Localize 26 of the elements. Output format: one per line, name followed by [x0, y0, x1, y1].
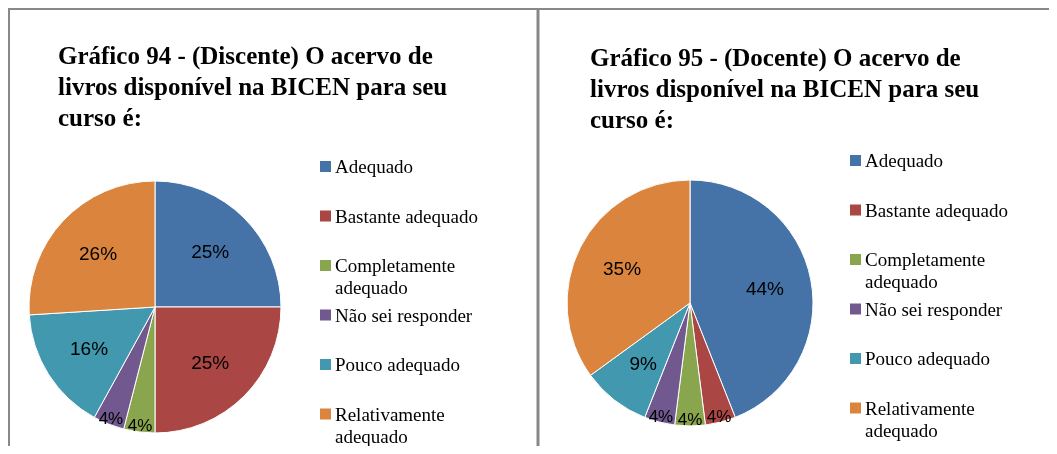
legend-label: Bastante adequado [865, 199, 1008, 221]
data-label: 4% [98, 408, 124, 428]
chart-title: Gráfico 95 - (Docente) O acervo de livros disponível na BICEN para seu curso é: [590, 44, 980, 133]
legend-label: Não sei responder [335, 304, 473, 326]
legend-label: Pouco adequado [335, 354, 461, 375]
data-label: 4% [127, 416, 153, 436]
legend-label: Bastante adequado [335, 205, 478, 227]
chart-title: Gráfico 94 - (Discente) O acervo de livros disponível na BICEN para seu curso é: [58, 42, 448, 131]
data-label: 16% [70, 338, 109, 360]
legend-label: Relativamente adequado [335, 403, 445, 447]
data-label: 44% [745, 278, 785, 300]
legend-label: Completamente adequado [865, 249, 986, 292]
data-label: 4% [706, 406, 732, 426]
legend-label: Adequado [865, 150, 944, 171]
data-label: 25% [191, 241, 230, 263]
data-label: 4% [677, 410, 703, 430]
legend-label: Pouco adequado [865, 348, 991, 369]
data-label: 4% [648, 406, 674, 426]
data-label: 25% [191, 351, 230, 373]
legend-label: Não sei responder [865, 298, 1003, 320]
data-label: 35% [603, 257, 642, 279]
legend-label: Completamente adequado [335, 255, 456, 298]
legend-label: Relativamente adequado [865, 397, 975, 441]
data-label: 9% [629, 352, 658, 374]
legend-label: Adequado [335, 156, 414, 177]
data-label: 26% [79, 243, 118, 265]
